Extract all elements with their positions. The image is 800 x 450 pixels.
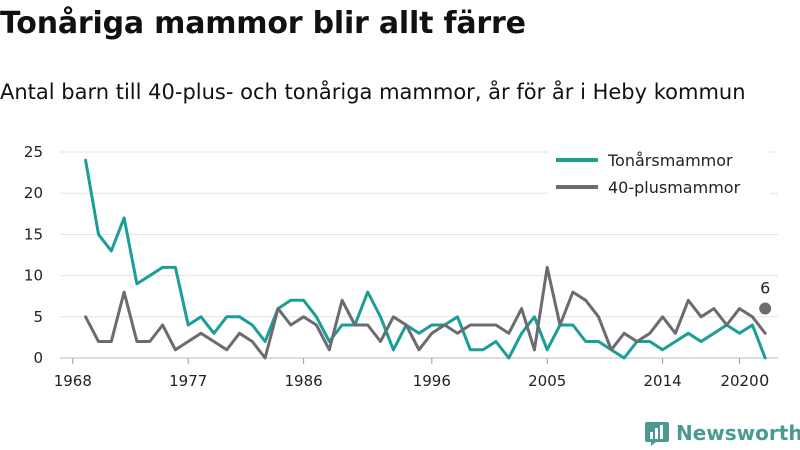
- y-tick-label-20: 20: [24, 184, 43, 202]
- bar-chart-logo-icon: [645, 422, 669, 446]
- brand: Newsworthy: [644, 420, 800, 446]
- x-tick-label-2014: 2014: [644, 372, 682, 390]
- y-tick-label-25: 25: [24, 143, 43, 161]
- brand-name: Newsworthy: [676, 421, 800, 445]
- x-tick-label-1986: 1986: [285, 372, 323, 390]
- y-tick-label-15: 15: [24, 225, 43, 243]
- x-tick-label-1996: 1996: [413, 372, 451, 390]
- x-tick-label-1968: 1968: [54, 372, 92, 390]
- legend-box: [548, 143, 770, 205]
- series-end-label-tonarsmammor: 0: [759, 371, 769, 390]
- series-line-40-plusmammor: [84, 265, 767, 360]
- series-line-tonarsmammor: [84, 158, 767, 360]
- series-end-label-40-plusmammor: 6: [760, 279, 770, 298]
- chart-subtitle: Antal barn till 40-plus- och tonåriga ma…: [0, 80, 746, 104]
- y-tick-label-0: 0: [33, 349, 43, 367]
- legend-label-tonarsmammor: Tonårsmammor: [607, 151, 733, 170]
- series-end-point-40-plusmammor: [759, 302, 772, 315]
- chart-title: Tonåriga mammor blir allt färre: [0, 6, 526, 41]
- y-tick-label-5: 5: [33, 308, 43, 326]
- x-tick-label-2005: 2005: [528, 372, 566, 390]
- x-tick-label-2020: 2020: [720, 372, 758, 390]
- y-tick-label-10: 10: [24, 267, 43, 285]
- x-tick-label-1977: 1977: [169, 372, 207, 390]
- legend-label-40-plusmammor: 40-plusmammor: [608, 178, 741, 197]
